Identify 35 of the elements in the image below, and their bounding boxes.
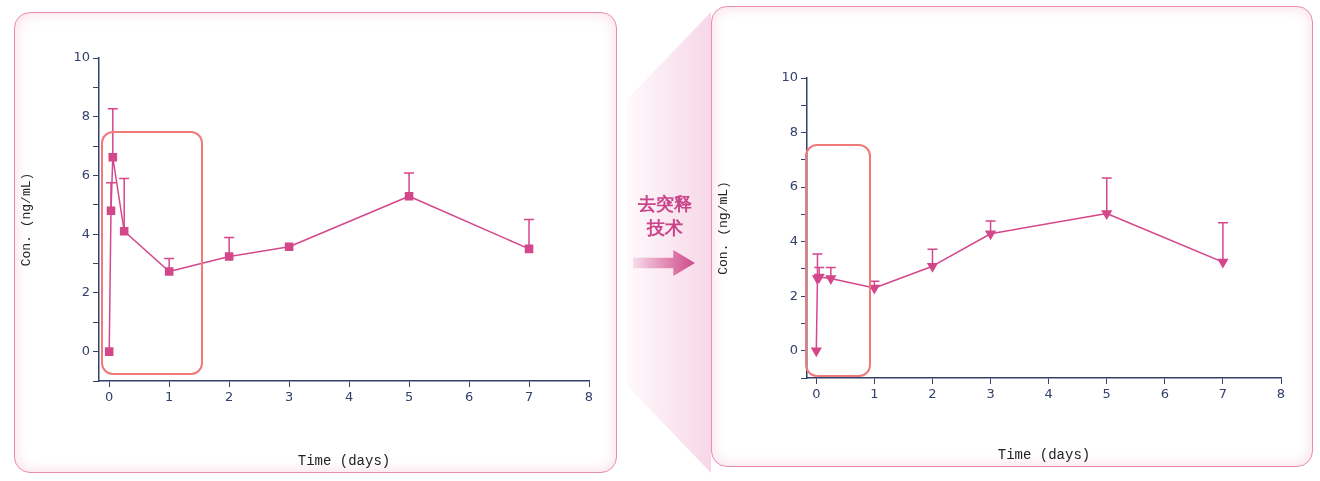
x-tick-label: 4 xyxy=(1044,386,1053,402)
x-axis-title: Time (days) xyxy=(297,453,391,470)
y-tick-label: 0 xyxy=(789,342,798,358)
x-tick-label: 7 xyxy=(524,389,534,405)
y-tick-label: 2 xyxy=(81,284,90,300)
x-tick-label: 7 xyxy=(1218,386,1228,402)
x-tick-label: 5 xyxy=(404,389,414,405)
x-tick-label: 6 xyxy=(1160,386,1169,402)
x-tick-label: 0 xyxy=(812,386,821,402)
y-tick-label: 4 xyxy=(81,225,90,241)
x-tick-label: 8 xyxy=(1276,386,1286,402)
x-tick-label: 1 xyxy=(165,389,174,405)
y-tick-label: 8 xyxy=(81,108,90,124)
y-tick-label: 6 xyxy=(81,166,90,182)
x-tick-label: 3 xyxy=(284,389,294,405)
y-tick-label: 0 xyxy=(81,343,90,359)
y-tick-label: 8 xyxy=(789,123,798,139)
x-tick-label: 0 xyxy=(105,389,114,405)
x-tick-label: 8 xyxy=(584,389,594,405)
y-tick-label: 2 xyxy=(789,287,798,303)
x-tick-label: 5 xyxy=(1102,386,1111,402)
y-tick-label: 6 xyxy=(789,178,798,194)
x-tick-label: 4 xyxy=(344,389,354,405)
x-tick-label: 3 xyxy=(986,386,995,402)
text: 去突释技术 xyxy=(637,192,693,240)
x-tick-label: 2 xyxy=(928,386,937,402)
y-tick-label: 10 xyxy=(73,49,90,65)
x-tick-label: 6 xyxy=(464,389,474,405)
x-tick-label: 2 xyxy=(225,389,234,405)
y-axis-title: Con. (ng/mL) xyxy=(716,181,732,275)
y-tick-label: 10 xyxy=(781,69,798,85)
x-axis-title: Time (days) xyxy=(997,447,1091,464)
x-tick-label: 1 xyxy=(870,386,879,402)
y-tick-label: 4 xyxy=(789,233,798,249)
y-axis-title: Con. (ng/mL) xyxy=(19,172,35,267)
